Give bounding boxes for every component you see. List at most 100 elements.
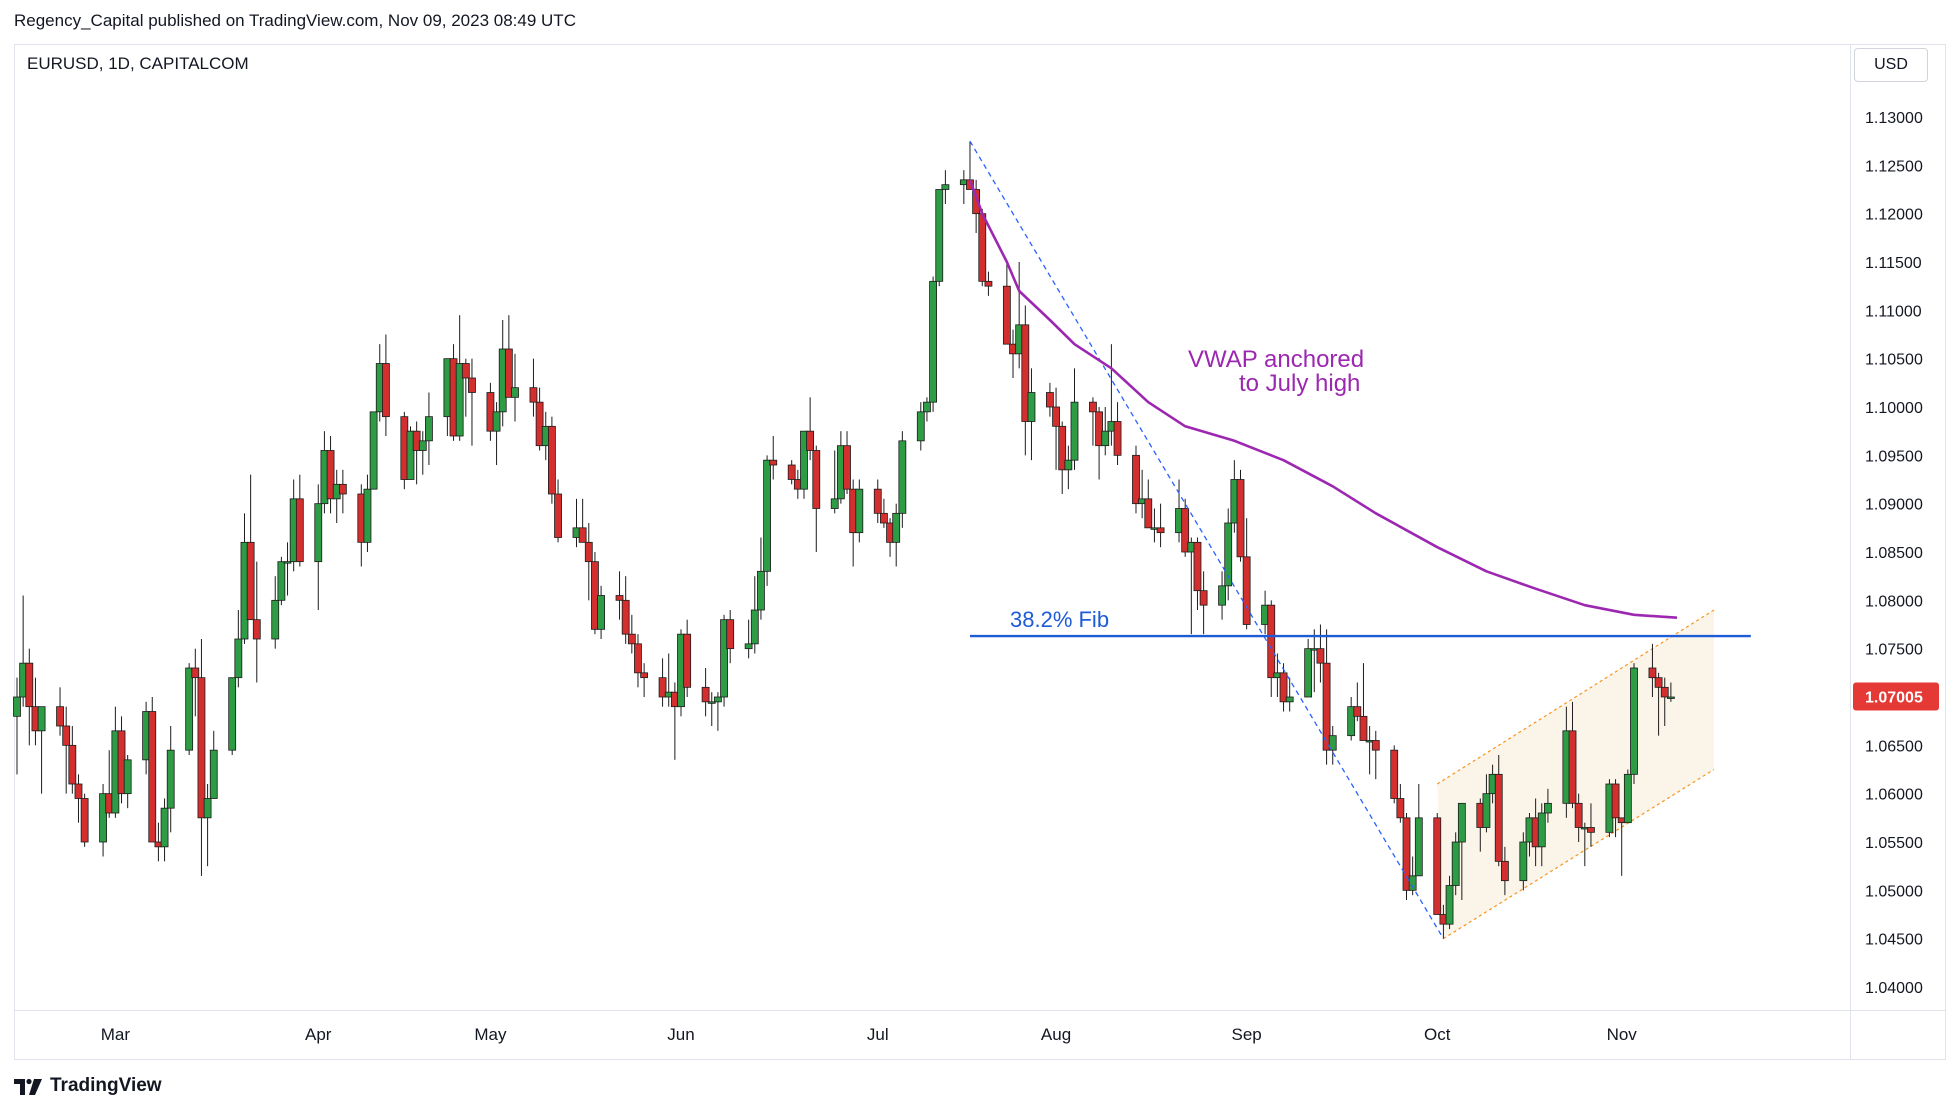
trendline-dashed [969, 140, 1444, 939]
price-tick-label: 1.07500 [1865, 642, 1923, 659]
candle [1002, 262, 1011, 345]
candle-body [757, 570, 765, 611]
candle-body [277, 561, 286, 601]
candle-body [972, 189, 981, 215]
candle-body [1052, 406, 1060, 427]
candle [892, 503, 901, 567]
candle-body [234, 638, 243, 679]
candle-body [923, 401, 931, 413]
candle-body [1046, 392, 1054, 408]
candle [1648, 643, 1657, 697]
candle-body [1623, 773, 1632, 824]
time-tick-label: May [474, 1025, 507, 1044]
time-tick-label: Sep [1232, 1025, 1262, 1044]
candle [74, 774, 83, 823]
candle [492, 402, 501, 465]
tradingview-logo[interactable]: TradingView [14, 1075, 162, 1097]
price-tick-label: 1.12500 [1865, 158, 1923, 175]
candle [209, 730, 218, 799]
candle-body [750, 609, 759, 645]
candle-body [1451, 841, 1460, 886]
candle [812, 445, 821, 552]
price-tick-label: 1.06000 [1865, 787, 1923, 804]
candle-body [1113, 421, 1122, 456]
candle [1218, 571, 1226, 620]
candle-body [455, 363, 464, 437]
candle-body [1574, 802, 1583, 828]
candle-body [1630, 667, 1638, 775]
candle [1574, 793, 1583, 842]
price-tick-label: 1.11500 [1865, 255, 1922, 272]
price-tick-label: 1.05500 [1865, 835, 1923, 852]
candle [830, 450, 839, 514]
price-tick-label: 1.10500 [1865, 352, 1923, 369]
candle [381, 334, 390, 436]
price-tick-label: 1.12000 [1865, 207, 1923, 224]
candle-body [843, 445, 851, 490]
price-tick-label: 1.09000 [1865, 497, 1923, 514]
candle-body [800, 430, 808, 490]
symbol-line[interactable]: EURUSD, 1D, CAPITALCOM [27, 54, 249, 73]
candle-body [1390, 749, 1399, 799]
candle-body [978, 213, 987, 282]
candle-body [25, 662, 34, 708]
candle-body [1132, 454, 1140, 505]
candle [1064, 445, 1073, 490]
candle [1587, 803, 1595, 847]
candle-body [1654, 677, 1663, 688]
candle [1353, 682, 1362, 722]
candle-body [1353, 706, 1362, 717]
candle [1089, 397, 1097, 446]
candle [529, 358, 538, 417]
candle-body [621, 599, 630, 635]
candle [763, 455, 771, 586]
candle [203, 784, 212, 867]
candle [295, 474, 304, 567]
candle [326, 436, 335, 514]
candle-body [228, 677, 237, 751]
currency-button[interactable]: USD [1854, 48, 1928, 82]
candle-body [1095, 411, 1103, 447]
candle-body [418, 440, 427, 451]
candle [338, 469, 347, 514]
candle-body [1322, 662, 1331, 751]
publish-line: Regency_Capital published on TradingView… [14, 11, 576, 30]
candle [80, 793, 89, 847]
candle-body [1494, 773, 1503, 862]
candle-body [1537, 812, 1546, 848]
price-tick-label: 1.08000 [1865, 593, 1923, 610]
candle [615, 571, 624, 620]
candle [720, 614, 728, 707]
price-tick-label: 1.10000 [1865, 400, 1923, 417]
candle-body [1587, 827, 1595, 833]
price-tick-label: 1.09500 [1865, 448, 1923, 465]
candle-body [1156, 527, 1165, 534]
candle [468, 358, 476, 446]
price-tick-label: 1.08500 [1865, 545, 1923, 562]
candle-body [763, 459, 771, 572]
last-price-label: 1.07005 [1865, 690, 1923, 707]
candle [271, 576, 280, 649]
candle-body [1414, 817, 1423, 877]
candle [1500, 846, 1509, 896]
candle [1660, 677, 1669, 726]
candle [1027, 368, 1036, 461]
candle-body [99, 793, 107, 843]
candle [166, 726, 175, 833]
candle [1359, 663, 1368, 741]
candle-body [37, 706, 46, 732]
candle-body [1371, 740, 1380, 751]
candle [1482, 774, 1491, 833]
candle-body [584, 541, 593, 563]
candle-body [683, 633, 692, 688]
channel-upper-line [1436, 609, 1715, 785]
candle [1181, 498, 1190, 557]
candle-body [1666, 696, 1675, 699]
candle-body [1064, 459, 1073, 471]
candle [548, 416, 556, 504]
time-tick-label: Oct [1424, 1025, 1451, 1044]
candle [707, 692, 716, 726]
candle-body [252, 619, 261, 640]
candle [640, 663, 649, 697]
